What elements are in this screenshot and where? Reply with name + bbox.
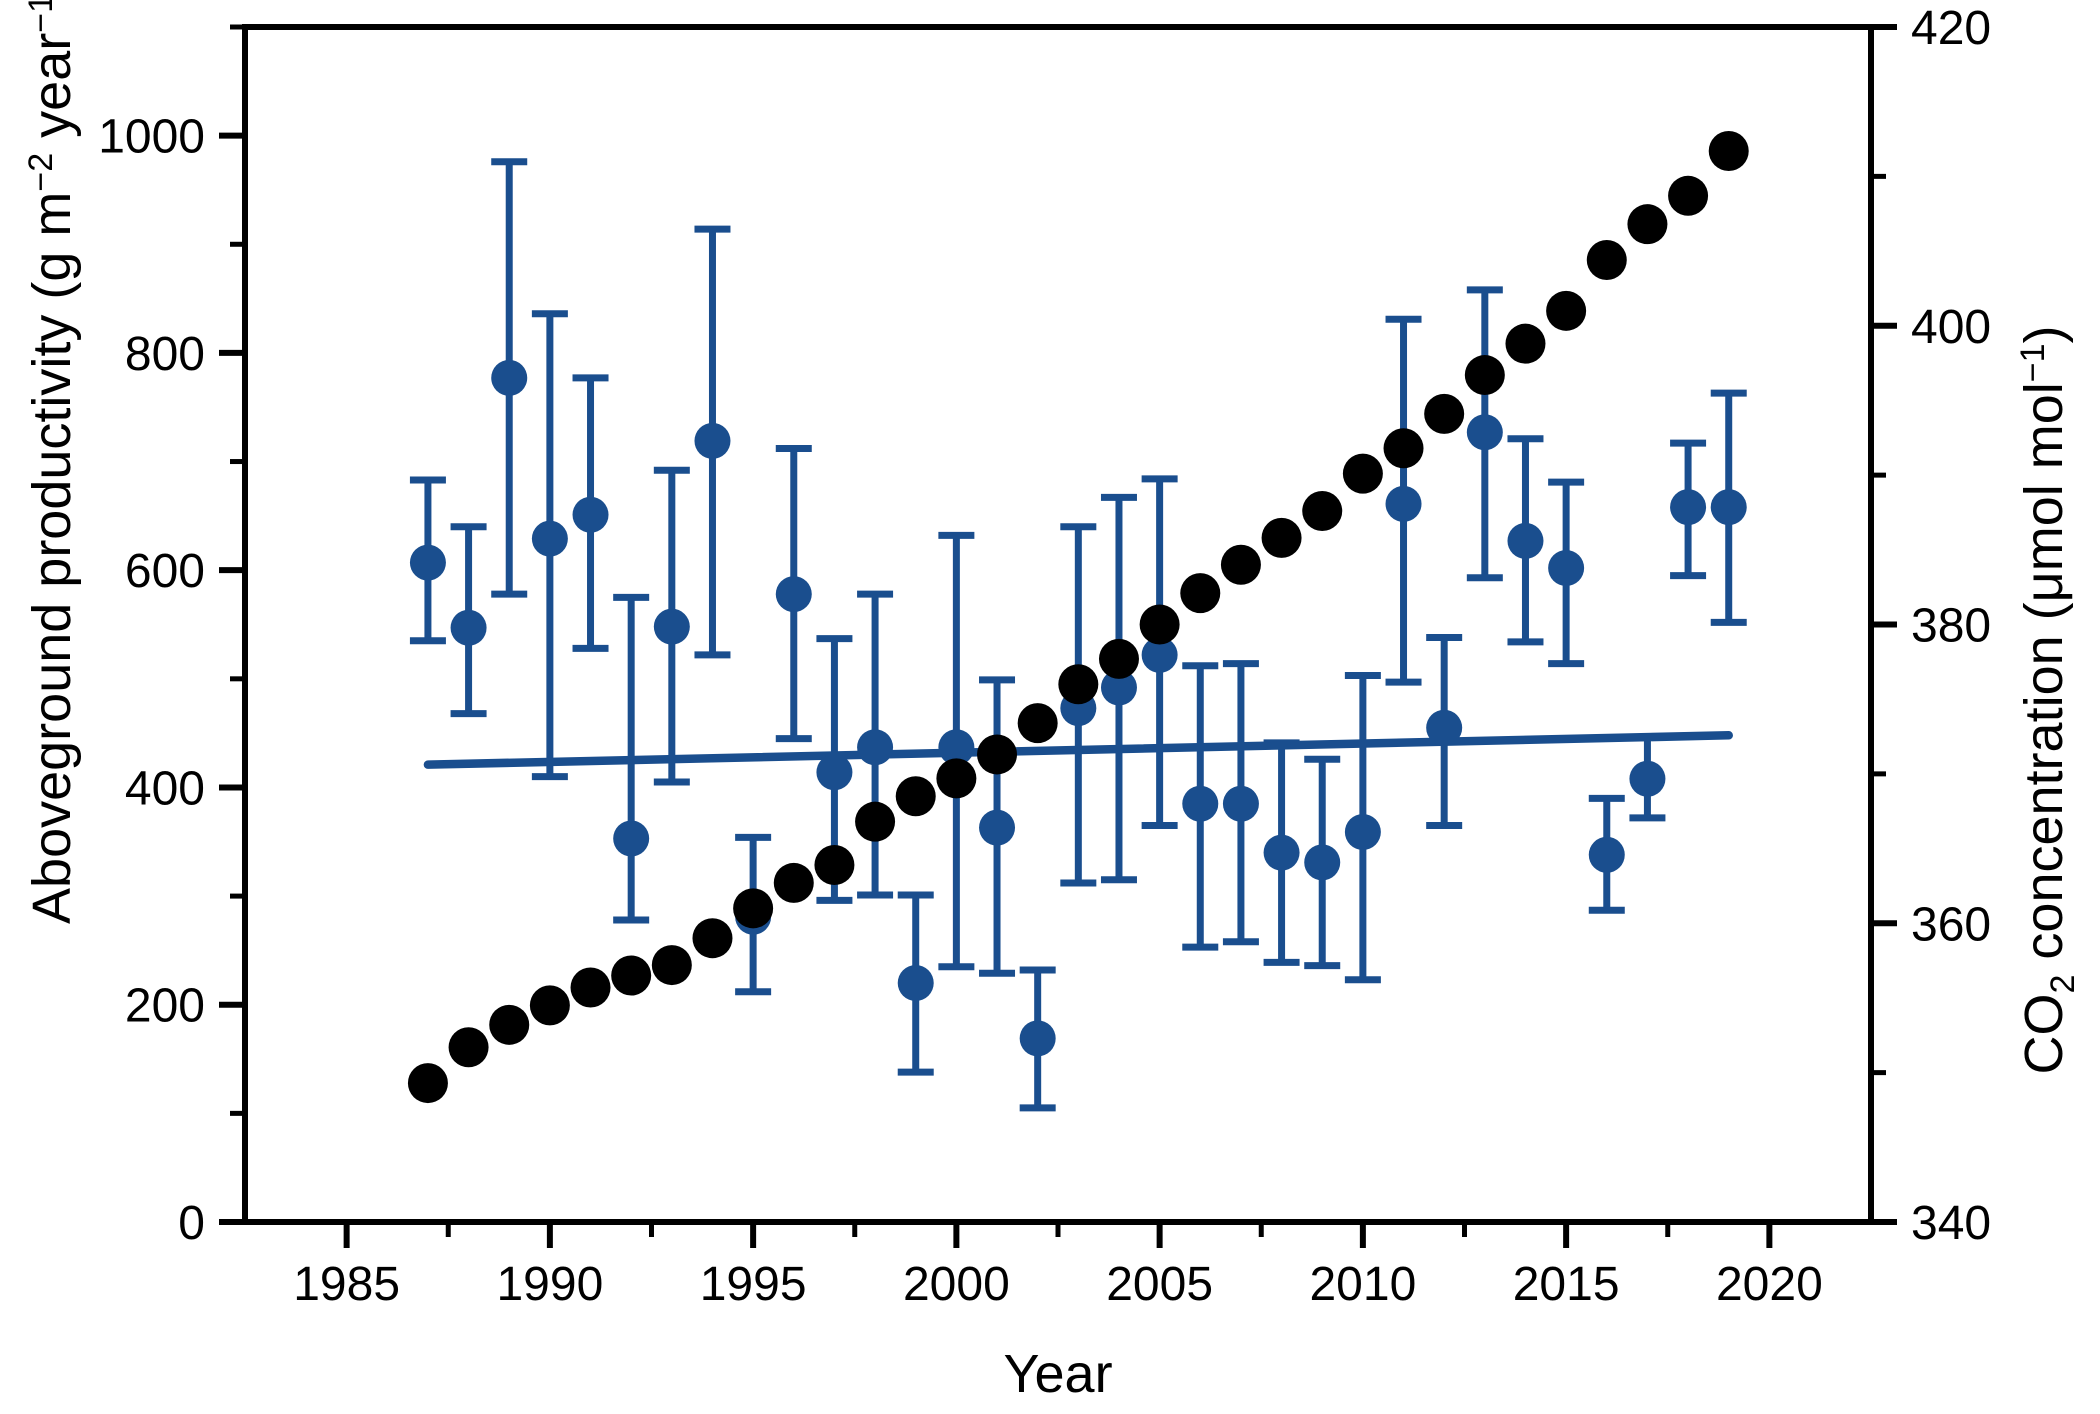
x-tick-label: 2000 [903,1258,1010,1311]
co2-point [977,734,1018,775]
y-left-tick-label: 600 [125,545,205,598]
co2-point [611,955,652,996]
co2-point [855,801,896,842]
productivity-point [1670,489,1707,526]
productivity-point [1141,636,1178,673]
co2-point [895,776,936,817]
co2-point [1058,664,1099,705]
co2-point [1464,355,1505,396]
productivity-point [613,820,650,857]
co2-point [651,945,692,986]
x-tick-label: 2005 [1106,1258,1213,1311]
productivity-point [1100,669,1137,706]
x-tick-label: 2010 [1309,1258,1416,1311]
productivity-point [938,729,975,766]
y-left-tick-label: 800 [125,328,205,381]
co2-point [692,918,733,959]
productivity-point [1304,844,1341,881]
productivity-point [450,609,487,646]
co2-point [1708,130,1749,171]
plot-border [242,24,1874,1225]
productivity-point [1466,414,1503,451]
productivity-point [897,965,934,1001]
x-tick-label: 1985 [293,1258,400,1311]
y-right-tick-label: 340 [1911,1197,1991,1250]
x-tick-label: 2020 [1716,1258,1823,1311]
productivity-point [1222,785,1259,822]
y-left-tick-label: 200 [125,980,205,1033]
productivity-point [1019,1020,1056,1057]
productivity-point [1629,760,1666,797]
productivity-point [491,359,528,396]
productivity-point [1385,485,1422,522]
productivity-point [572,496,609,533]
x-axis: 1985 1990 1995 2000 2005 2010 2015 2020 Year [293,1222,1823,1404]
co2-point [1302,490,1343,531]
co2-point [448,1027,489,1068]
co2-point [1383,428,1424,469]
co2-point [936,758,977,799]
productivity-point [1507,522,1544,559]
co2-point [489,1004,530,1045]
productivity-point [694,422,731,459]
co2-point [1668,175,1709,216]
productivity-point [1182,785,1219,822]
productivity-point [857,729,894,766]
co2-point [1586,240,1627,281]
x-tick-label: 1995 [700,1258,807,1311]
co2-point [1546,290,1587,331]
y-left-tick-label: 400 [125,762,205,815]
y-axis-right-title: CO2 concentration (μmol mol−1) [2014,325,2082,1074]
co2-series [407,130,1749,1104]
co2-point [529,985,570,1026]
co2-point [773,862,814,903]
productivity-error-bars [409,158,1747,1112]
y-right-tick-label: 400 [1911,301,1991,354]
co2-point [1098,638,1139,679]
y-axis-left: 0 200 400 600 800 1000 Aboveground productivit… [22,0,245,1250]
productivity-point [409,544,446,581]
co2-point [1017,703,1058,744]
y-left-tick-label: 1000 [98,111,205,164]
productivity-point [816,754,853,791]
x-tick-label: 1990 [496,1258,603,1311]
y-right-tick-label: 360 [1911,898,1991,951]
y-axis-left-title: Aboveground productivity (g m−2 year−1) [22,0,82,924]
productivity-point [653,608,690,645]
co2-point [1627,204,1668,245]
co2-point [1424,393,1465,434]
productivity-point [1710,489,1747,526]
co2-point [814,844,855,885]
co2-point [1342,453,1383,494]
productivity-point [531,520,568,557]
productivity-point [1548,550,1585,587]
y-axis-right: 340 360 380 400 420 CO2 concentration (μmol m… [1871,2,2082,1250]
co2-point [1139,604,1180,645]
trend-line [423,731,1733,769]
productivity-point [1344,813,1381,850]
co2-point [1220,544,1261,585]
x-axis-title: Year [1003,1344,1112,1404]
co2-point [1180,573,1221,614]
co2-point [570,967,611,1008]
x-tick-label: 2015 [1513,1258,1620,1311]
co2-point [733,888,774,929]
productivity-point [1263,834,1300,871]
productivity-point [979,809,1016,846]
y-right-tick-label: 420 [1911,2,1991,55]
productivity-series [409,359,1747,1057]
co2-point [1505,323,1546,364]
productivity-point [775,576,812,613]
productivity-point [1588,836,1625,873]
y-left-tick-label: 0 [178,1197,205,1250]
productivity-point [1426,709,1463,746]
co2-point [407,1063,448,1104]
y-right-tick-label: 380 [1911,600,1991,653]
co2-point [1261,517,1302,558]
